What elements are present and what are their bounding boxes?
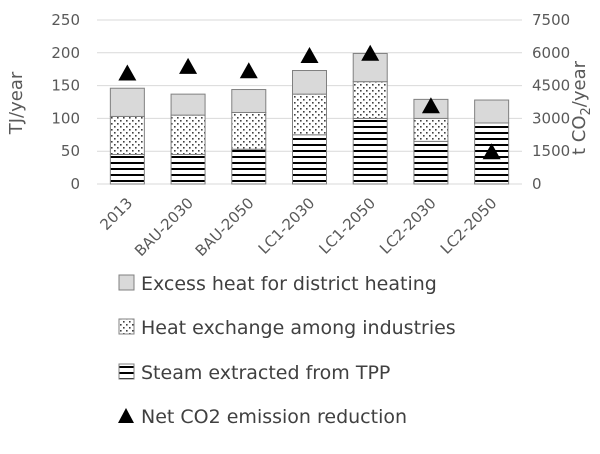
bar-segment (413, 140, 449, 185)
legend-label: Heat exchange among industries (141, 317, 456, 339)
y2-axis-ticks: 0 1500 3000 4500 6000 7500 (532, 11, 570, 193)
bar-segment (352, 81, 388, 119)
y-tick-label: 50 (61, 142, 80, 160)
legend-item: Net CO2 emission reduction (118, 406, 407, 428)
co2-markers (118, 44, 501, 160)
co2-marker (239, 62, 258, 79)
legend-label: Excess heat for district heating (141, 273, 437, 295)
bar-segment (292, 70, 327, 95)
y2-tick-label: 6000 (532, 44, 570, 62)
bar-segment (231, 148, 267, 185)
y-tick-label: 200 (51, 44, 80, 62)
y-axis-ticks: 0 50 100 150 200 250 (51, 11, 80, 193)
co2-marker (361, 44, 380, 61)
bar-segment (231, 89, 267, 113)
category-label: LC1-2030 (255, 194, 319, 258)
co2-marker (179, 57, 198, 74)
x-axis-categories: 2013BAU-2030BAU-2050LC1-2030LC1-2050LC2-… (96, 194, 500, 260)
y-tick-label: 100 (51, 109, 80, 127)
y-tick-label: 0 (70, 175, 80, 193)
y2-tick-label: 4500 (532, 77, 570, 95)
y2-tick-label: 1500 (532, 142, 570, 160)
legend-triangle-icon (118, 408, 134, 423)
y2-axis-title: t CO2/year (569, 60, 594, 155)
category-label: LC2-2050 (437, 194, 501, 258)
legend-swatch (118, 274, 135, 291)
y-axis-title: TJ/year (6, 71, 27, 135)
category-label: BAU-2050 (192, 194, 258, 260)
bar-segment (352, 117, 388, 185)
co2-marker (118, 64, 137, 81)
legend-swatch (118, 363, 135, 380)
y2-tick-label: 0 (532, 175, 542, 193)
legend-swatch (118, 318, 135, 335)
bar-segment (231, 111, 267, 150)
co2-marker (300, 46, 319, 63)
bar-segment (474, 99, 510, 124)
co2-marker (421, 97, 440, 114)
bar-segment (170, 93, 206, 116)
bar-segment (170, 114, 206, 155)
bar-segment (292, 93, 327, 136)
category-label: LC1-2050 (315, 194, 379, 258)
co2-marker (482, 143, 501, 160)
category-label: LC2-2030 (376, 194, 440, 258)
category-label: 2013 (96, 194, 136, 234)
bar-segment (170, 153, 206, 185)
bar-segment (413, 117, 449, 142)
bar-segment (292, 134, 327, 185)
legend-item: Steam extracted from TPP (118, 362, 390, 384)
bar-segment (109, 87, 145, 117)
legend-label: Net CO2 emission reduction (141, 406, 407, 428)
y2-tick-label: 7500 (532, 11, 570, 29)
y-tick-label: 150 (51, 77, 80, 95)
legend-label: Steam extracted from TPP (141, 362, 390, 384)
y-tick-label: 250 (51, 11, 80, 29)
bar-segment (109, 153, 145, 185)
category-label: BAU-2030 (131, 194, 197, 260)
legend-item: Heat exchange among industries (118, 317, 456, 339)
bar-segment (109, 115, 145, 155)
legend: Excess heat for district heating Heat exc… (118, 273, 456, 428)
y2-tick-label: 3000 (532, 109, 570, 127)
legend-item: Excess heat for district heating (118, 273, 437, 295)
